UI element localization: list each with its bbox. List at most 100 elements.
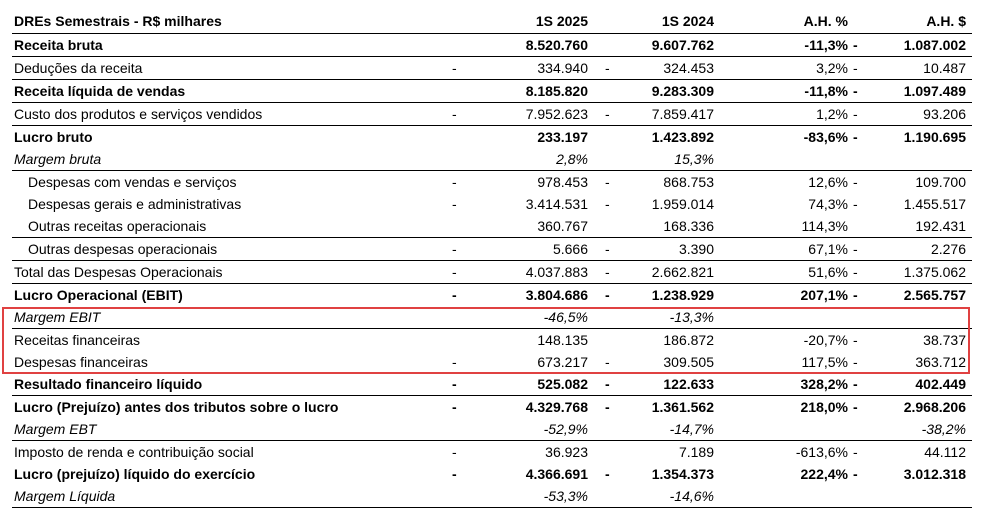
value-ah-percent: 114,3% [801,218,848,234]
row-label: Receita líquida de vendas [14,83,186,99]
sign-ah-value: - [853,60,858,76]
row-label: Lucro (Prejuízo) antes dos tributos sobr… [14,399,339,415]
table-row: Margem Líquida -53,3% -14,6% [12,485,972,508]
value-1s-2024: 7.859.417 [651,106,714,122]
row-label: Despesas financeiras [14,354,148,370]
table-row: Despesas financeiras - 673.217 - 309.505 117,… [12,351,972,373]
sign-1s-2025: - [452,376,457,392]
value-ah-value: 38.737 [923,332,966,348]
sign-1s-2024: - [605,264,610,280]
income-statement-table: DREs Semestrais - R$ milhares 1S 2025 1S… [12,9,972,508]
row-label: Despesas gerais e administrativas [28,196,242,212]
sign-1s-2025: - [452,287,457,303]
sign-1s-2024: - [605,196,610,212]
table-row: Margem EBT -52,9% -14,7% -38,2% [12,418,972,441]
value-1s-2024: 168.336 [663,218,714,234]
value-ah-value: 2.968.206 [903,399,966,415]
row-label: Despesas com vendas e serviços [28,174,237,190]
row-label: Margem bruta [14,151,102,167]
value-1s-2024: -14,7% [669,421,714,437]
sign-ah-value: - [853,264,858,280]
value-1s-2024: 122.633 [663,376,714,392]
row-label: Lucro Operacional (EBIT) [14,287,183,303]
value-1s-2024: 186.872 [663,332,714,348]
row-label: Receita bruta [14,37,103,53]
value-ah-value: 2.565.757 [903,287,966,303]
value-1s-2024: 9.607.762 [651,37,714,53]
column-header-1s-2025: 1S 2025 [535,13,588,29]
value-1s-2024: 1.354.373 [651,466,714,482]
value-1s-2025: 525.082 [537,376,588,392]
value-1s-2025: 7.952.623 [525,106,588,122]
value-1s-2024: 9.283.309 [651,83,714,99]
table-row: Deduções da receita -334.940-324.453 3,2% -… [12,57,972,80]
value-1s-2024: 324.453 [663,60,714,76]
value-1s-2024: 1.423.892 [651,129,714,145]
sign-1s-2025: - [452,174,457,190]
value-1s-2024: 2.662.821 [651,264,714,280]
value-ah-value: 3.012.318 [903,466,966,482]
table-row: Despesas gerais e administrativas - 3.414.… [12,193,972,215]
value-ah-percent: 1,2% [816,106,848,122]
value-1s-2025: 4.329.768 [525,399,588,415]
sign-ah-value: - [853,174,858,190]
value-ah-value: 192.431 [915,218,966,234]
table-row: Lucro Operacional (EBIT) - 3.804.686 - 1.238… [12,284,972,306]
value-ah-percent: -83,6% [803,129,848,145]
table-row: Custo dos produtos e serviços vendidos - 7… [12,103,972,126]
row-label: Outras despesas operacionais [28,241,218,257]
value-ah-percent: 117,5% [801,354,848,370]
sign-ah-value: - [853,37,858,53]
sign-1s-2024: - [605,354,610,370]
sign-ah-value: - [853,106,858,122]
value-1s-2024: 3.390 [678,241,714,257]
value-ah-value: 1.097.489 [903,83,966,99]
value-ah-percent: 218,0% [800,399,848,415]
value-ah-percent: 207,1% [800,287,848,303]
value-ah-value: 44.112 [924,444,966,460]
value-1s-2024: 15,3% [674,151,714,167]
row-label: Margem EBT [14,421,97,437]
sign-1s-2024: - [605,106,610,122]
value-ah-value: 93.206 [923,106,966,122]
row-label: Lucro bruto [14,129,93,145]
row-label: Total das Despesas Operacionais [14,264,223,280]
value-ah-percent: -11,8% [804,83,848,99]
row-label: Imposto de renda e contribuição social [14,444,254,460]
value-1s-2025: 4.366.691 [525,466,588,482]
value-1s-2025: 3.804.686 [525,287,588,303]
value-1s-2025: 4.037.883 [525,264,588,280]
table-row: Lucro (prejuízo) líquido do exercício - 4.… [12,463,972,485]
sign-ah-value: - [853,376,858,392]
sign-ah-value: - [853,287,858,303]
value-ah-value: 2.276 [930,241,966,257]
value-1s-2025: -52,9% [543,421,588,437]
sign-1s-2024: - [605,241,610,257]
value-ah-value: 1.190.695 [903,129,966,145]
row-label: Margem Líquida [14,488,116,504]
value-ah-value: 363.712 [915,354,966,370]
value-ah-percent: 67,1% [808,241,848,257]
sign-1s-2024: - [605,399,610,415]
table-row: Total das Despesas Operacionais - 4.037.88… [12,261,972,284]
sign-1s-2024: - [605,174,610,190]
table-row: Outras receitas operacionais 360.767 168.3… [12,215,972,238]
sign-1s-2025: - [452,264,457,280]
value-1s-2025: 5.666 [552,241,588,257]
sign-ah-value: - [853,83,858,99]
value-1s-2025: -53,3% [543,488,588,504]
value-1s-2025: 673.217 [537,354,588,370]
value-ah-percent: -20,7% [803,332,848,348]
column-header-ah-percent: A.H. % [803,13,848,29]
value-ah-value: 402.449 [915,376,966,392]
table-row: Margem EBIT -46,5% -13,3% [12,306,972,329]
sign-1s-2025: - [452,60,457,76]
value-1s-2025: 148.135 [537,332,588,348]
value-ah-percent: 328,2% [800,376,848,392]
sign-ah-value: - [853,241,858,257]
value-1s-2024: 1.959.014 [651,196,714,212]
sign-ah-value: - [853,196,858,212]
value-1s-2024: 7.189 [678,444,714,460]
value-1s-2025: 3.414.531 [525,196,588,212]
sign-ah-value: - [853,444,858,460]
